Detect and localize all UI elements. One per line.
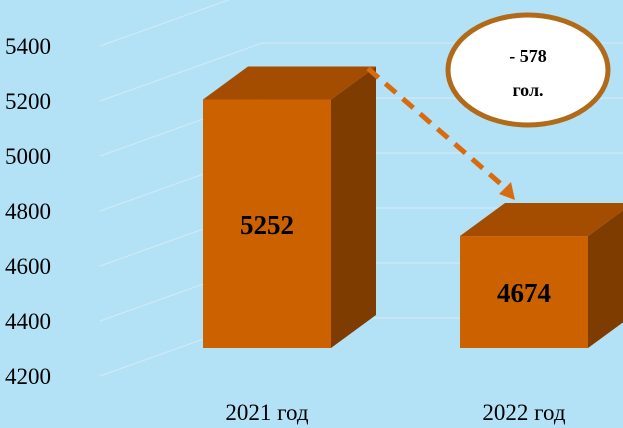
gridline-diag bbox=[99, 0, 231, 47]
y-tick-label: 4600 bbox=[5, 254, 51, 279]
bar-front bbox=[203, 99, 331, 348]
y-tick-label: 4800 bbox=[5, 199, 51, 224]
y-tick-label: 5000 bbox=[5, 144, 51, 169]
callout-line-1: - 578 bbox=[509, 46, 547, 66]
y-tick-label: 5200 bbox=[5, 89, 51, 114]
difference-arrow bbox=[366, 66, 511, 193]
bars: 5252 4674 bbox=[203, 66, 623, 348]
y-axis-ticks: 4200 4400 4600 4800 5000 5200 5400 bbox=[5, 34, 51, 389]
bar-front bbox=[460, 236, 588, 348]
bar-side bbox=[331, 66, 376, 348]
x-category-label: 2022 год bbox=[482, 400, 565, 425]
bar-2: 4674 bbox=[460, 203, 623, 348]
difference-annotation: - 578 гол. bbox=[366, 12, 611, 201]
bar-top bbox=[460, 203, 623, 237]
bar-top bbox=[203, 66, 376, 100]
bar-side bbox=[588, 210, 623, 348]
y-tick-label: 4200 bbox=[5, 364, 51, 389]
callout-ellipse bbox=[445, 12, 611, 128]
bar-value-label: 4674 bbox=[497, 278, 551, 308]
y-tick-label: 5400 bbox=[5, 34, 51, 59]
arrow-head bbox=[499, 182, 515, 201]
bar-1: 5252 bbox=[203, 66, 376, 348]
y-tick-label: 4400 bbox=[5, 309, 51, 334]
bar-value-label: 5252 bbox=[240, 210, 294, 240]
callout-line-2: гол. bbox=[512, 80, 543, 100]
gridline-diag bbox=[99, 42, 263, 102]
x-category-label: 2021 год bbox=[225, 400, 308, 425]
x-axis-categories: 2021 год 2022 год bbox=[225, 400, 565, 425]
